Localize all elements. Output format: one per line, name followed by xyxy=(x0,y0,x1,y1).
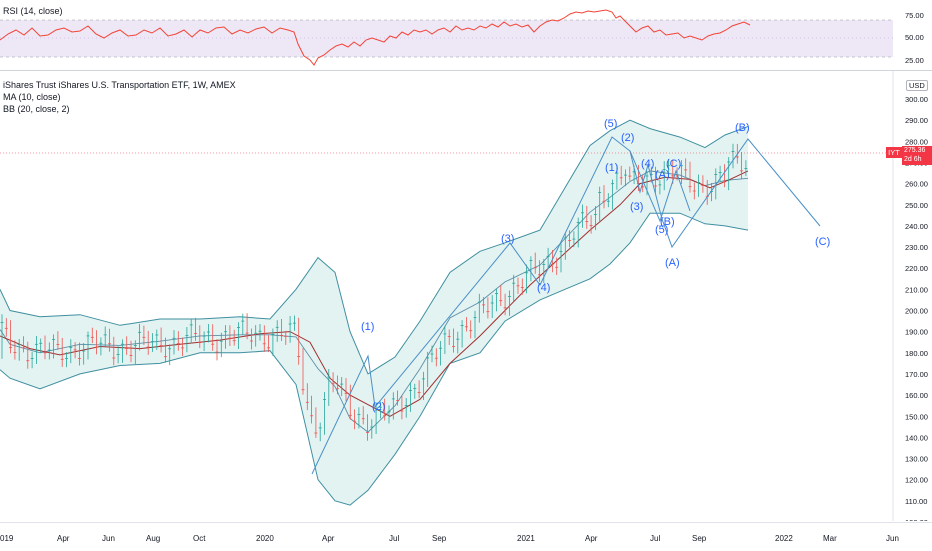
wave-sub-label-4: (4) xyxy=(641,158,654,170)
price-tick-label: 290.00 xyxy=(905,116,928,125)
rsi-pane[interactable]: RSI (14, close) 75.00 50.00 25.00 xyxy=(0,0,932,70)
bar-countdown: 2d 6h xyxy=(904,156,922,163)
wave-label-b: (B) xyxy=(735,122,750,134)
time-label: 2021 xyxy=(517,534,535,543)
pane-divider[interactable] xyxy=(0,70,932,71)
elliott-wave-primary-line xyxy=(311,136,663,475)
price-tick-label: 110.00 xyxy=(905,497,927,506)
time-label: Sep xyxy=(432,534,447,543)
bollinger-upper-line xyxy=(0,119,749,375)
time-axis[interactable]: 019 Apr Jun Aug Oct 2020 Apr Jul Sep 202… xyxy=(0,522,932,551)
time-label: Oct xyxy=(193,534,206,543)
time-label: Jun xyxy=(886,534,899,543)
price-tick-label: 280.00 xyxy=(905,137,928,146)
price-candles xyxy=(0,143,748,442)
wave-label-c-small: (C) xyxy=(666,158,681,170)
main-legend: iShares Trust iShares U.S. Transportatio… xyxy=(3,79,236,115)
price-tick-label: 260.00 xyxy=(905,180,928,189)
symbol-title[interactable]: iShares Trust iShares U.S. Transportatio… xyxy=(3,80,236,90)
bollinger-band-fill xyxy=(0,120,748,506)
rsi-title: RSI (14, close) xyxy=(3,6,63,16)
ma-legend[interactable]: MA (10, close) xyxy=(3,92,61,102)
price-pane[interactable]: (1) (2) (3) (4) (5) (1) (2) (3) (4) (5) … xyxy=(0,71,932,527)
wave-label-5: (5) xyxy=(604,118,617,130)
price-tick-label: 190.00 xyxy=(905,328,928,337)
price-tick-label: 300.00 xyxy=(905,95,928,104)
price-tick-label: 250.00 xyxy=(905,201,928,210)
wave-sub-label-3: (3) xyxy=(630,201,643,213)
currency-badge[interactable]: USD xyxy=(906,80,928,91)
symbol-price-label: IYT xyxy=(886,147,902,158)
time-label: 2020 xyxy=(256,534,274,543)
price-tick-label: 230.00 xyxy=(905,243,928,252)
rsi-tick-50: 50.00 xyxy=(905,33,924,42)
time-label: Apr xyxy=(585,534,598,543)
price-tick-label: 240.00 xyxy=(905,222,928,231)
time-label: Jul xyxy=(650,534,661,543)
time-label: Apr xyxy=(322,534,335,543)
rsi-tick-25: 25.00 xyxy=(905,56,924,65)
rsi-line xyxy=(0,9,751,66)
rsi-legend: RSI (14, close) xyxy=(3,5,63,17)
elliott-wave-sub-line xyxy=(629,150,691,223)
price-tick-label: 150.00 xyxy=(905,412,928,421)
rsi-tick-75: 75.00 xyxy=(905,11,924,20)
time-label: Sep xyxy=(692,534,707,543)
price-tick-label: 210.00 xyxy=(905,285,928,294)
elliott-wave-correction-line xyxy=(661,138,821,249)
wave-label-a-small: (A) xyxy=(655,169,670,181)
rsi-band xyxy=(0,20,893,57)
bb-legend[interactable]: BB (20, close, 2) xyxy=(3,104,70,114)
rsi-chart[interactable] xyxy=(0,0,932,70)
time-label: 019 xyxy=(0,534,14,543)
last-price-tag: 275.36 2d 6h xyxy=(902,146,932,165)
price-tick-label: 130.00 xyxy=(905,455,928,464)
price-tick-label: 100.00 xyxy=(905,518,928,521)
price-tick-label: 220.00 xyxy=(905,264,928,273)
price-tick-label: 140.00 xyxy=(905,433,928,442)
time-label: 2022 xyxy=(775,534,793,543)
wave-label-2: (2) xyxy=(372,401,385,413)
time-label: Jul xyxy=(389,534,400,543)
price-tick-label: 180.00 xyxy=(905,349,928,358)
price-tick-label: 170.00 xyxy=(905,370,928,379)
wave-label-3: (3) xyxy=(501,233,514,245)
price-tick-label: 200.00 xyxy=(905,307,928,316)
price-chart[interactable]: (1) (2) (3) (4) (5) (1) (2) (3) (4) (5) … xyxy=(0,71,932,527)
wave-sub-label-5: (5) xyxy=(655,224,668,236)
time-label: Jun xyxy=(102,534,115,543)
wave-label-1: (1) xyxy=(361,321,374,333)
wave-sub-label-2: (2) xyxy=(621,132,634,144)
time-label: Mar xyxy=(823,534,837,543)
wave-label-b-small: (B) xyxy=(660,216,675,228)
last-price-value: 275.36 xyxy=(904,147,926,154)
time-label: Apr xyxy=(57,534,70,543)
wave-label-4: (4) xyxy=(537,282,550,294)
wave-sub-label-1: (1) xyxy=(605,162,618,174)
wave-label-a: (A) xyxy=(665,257,680,269)
price-tick-label: 160.00 xyxy=(905,391,928,400)
time-label: Aug xyxy=(146,534,161,543)
wave-label-c: (C) xyxy=(815,236,830,248)
price-tick-label: 120.00 xyxy=(905,476,928,485)
bollinger-lower-line xyxy=(0,212,749,506)
